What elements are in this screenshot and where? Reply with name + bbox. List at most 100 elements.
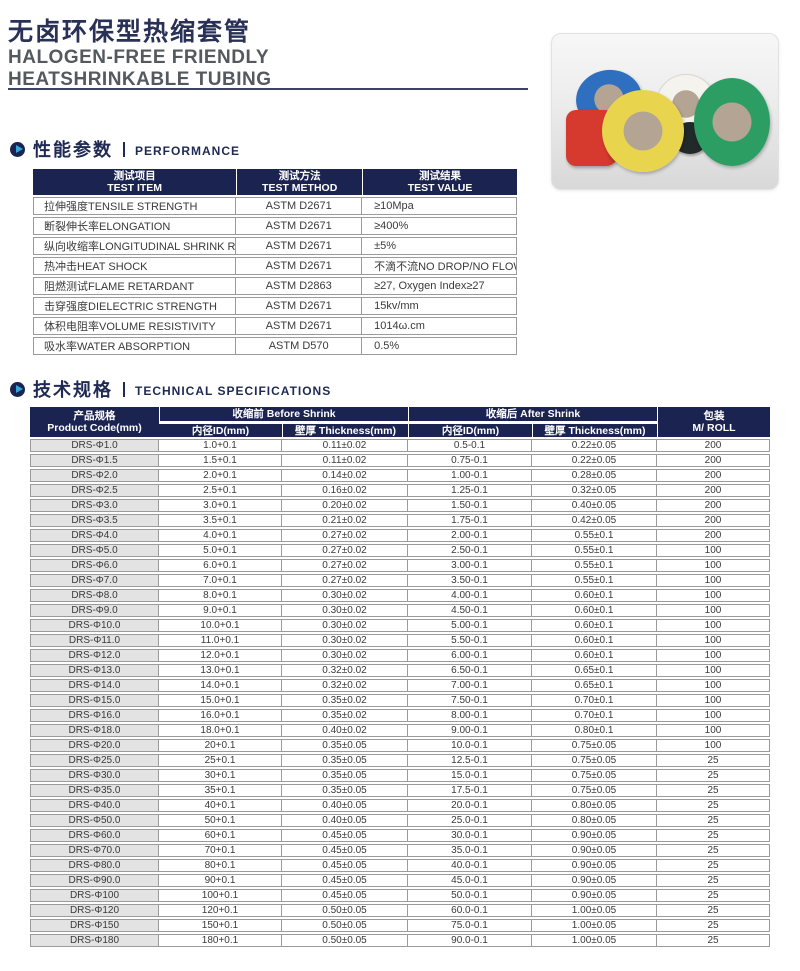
- spec-row: DRS-Φ16.0 16.0+0.1 0.35±0.02 8.00-0.1 0.70±0…: [30, 709, 771, 722]
- spec-row: DRS-Φ6.0 6.0+0.1 0.27±0.02 3.00-0.1 0.55±0.1…: [30, 559, 771, 572]
- performance-cell: 1014ω.cm: [362, 317, 517, 335]
- spec-cell: 35.0-0.1: [408, 844, 532, 857]
- spec-cell: 25: [657, 874, 771, 887]
- col-test-value-cn: 测试结果: [419, 170, 462, 182]
- spec-cell: 40+0.1: [159, 799, 282, 812]
- spec-cell: 25: [657, 904, 771, 917]
- spec-cell: 0.75±0.05: [532, 784, 658, 797]
- spec-row: DRS-Φ1.5 1.5+0.1 0.11±0.02 0.75-0.1 0.22±0.0…: [30, 454, 771, 467]
- performance-row: 阻燃测试FLAME RETARDANT ASTM D2863 ≥27, Oxygen…: [33, 277, 517, 295]
- spec-cell: 0.27±0.02: [282, 559, 408, 572]
- spec-cell: 0.90±0.05: [532, 889, 658, 902]
- spec-cell: 4.0+0.1: [159, 529, 282, 542]
- spec-cell: 0.22±0.05: [532, 439, 658, 452]
- spec-cell: 0.35±0.05: [282, 769, 408, 782]
- spec-cell: DRS-Φ5.0: [30, 544, 159, 557]
- spec-cell: 0.5-0.1: [408, 439, 532, 452]
- spec-cell: 14.0+0.1: [159, 679, 282, 692]
- spec-cell: 0.27±0.02: [282, 529, 408, 542]
- spec-cell: 0.45±0.05: [282, 859, 408, 872]
- performance-cell: 15kv/mm: [362, 297, 517, 315]
- spec-cell: 90+0.1: [159, 874, 282, 887]
- spec-cell: 6.0+0.1: [159, 559, 282, 572]
- spec-cell: 8.00-0.1: [408, 709, 532, 722]
- spec-cell: 200: [657, 499, 771, 512]
- spec-cell: 0.35±0.02: [282, 709, 408, 722]
- spec-cell: 5.00-0.1: [408, 619, 532, 632]
- spec-cell: 18.0+0.1: [159, 724, 282, 737]
- spec-cell: 25: [657, 784, 771, 797]
- spec-cell: 17.5-0.1: [408, 784, 532, 797]
- spec-cell: 0.35±0.02: [282, 694, 408, 707]
- performance-row: 体积电阻率VOLUME RESISTIVITY ASTM D2671 1014ω.c…: [33, 317, 517, 335]
- spec-row: DRS-Φ10.0 10.0+0.1 0.30±0.02 5.00-0.1 0.60±0…: [30, 619, 771, 632]
- spec-cell: 0.32±0.05: [532, 484, 658, 497]
- spec-cell: DRS-Φ15.0: [30, 694, 159, 707]
- performance-cell: ASTM D2671: [236, 217, 363, 235]
- spec-cell: 4.00-0.1: [408, 589, 532, 602]
- spec-row: DRS-Φ90.0 90+0.1 0.45±0.05 45.0-0.1 0.90±0.0…: [30, 874, 771, 887]
- spec-cell: 120+0.1: [159, 904, 282, 917]
- spec-cell: 0.90±0.05: [532, 844, 658, 857]
- tubing-rolls-illustration: [552, 34, 778, 189]
- spec-cell: DRS-Φ7.0: [30, 574, 159, 587]
- spec-cell: 0.90±0.05: [532, 874, 658, 887]
- page-subtitle: HALOGEN-FREE FRIENDLY HEATSHRINKABLE TUB…: [8, 47, 271, 91]
- spec-cell: DRS-Φ8.0: [30, 589, 159, 602]
- spec-cell: 25: [657, 859, 771, 872]
- spec-cell: 100: [657, 574, 771, 587]
- col-test-item-cn: 测试项目: [113, 170, 156, 182]
- spec-row: DRS-Φ70.0 70+0.1 0.45±0.05 35.0-0.1 0.90±0.0…: [30, 844, 771, 857]
- spec-cell: 0.75-0.1: [408, 454, 532, 467]
- spec-row: DRS-Φ1.0 1.0+0.1 0.11±0.02 0.5-0.1 0.22±0.05…: [30, 439, 771, 452]
- spec-cell: 45.0-0.1: [408, 874, 532, 887]
- spec-cell: 50+0.1: [159, 814, 282, 827]
- spec-cell: 1.00±0.05: [532, 904, 658, 917]
- performance-cell: 不滴不流NO DROP/NO FLOW: [362, 257, 517, 275]
- spec-cell: 200: [657, 484, 771, 497]
- spec-cell: 200: [657, 439, 771, 452]
- col-test-item: 测试项目 TEST ITEM: [33, 169, 237, 195]
- spec-cell: 0.70±0.1: [532, 709, 658, 722]
- spec-cell: DRS-Φ2.0: [30, 469, 159, 482]
- spec-cell: 40.0-0.1: [408, 859, 532, 872]
- spec-cell: 0.35±0.05: [282, 784, 408, 797]
- spec-cell: 0.30±0.02: [282, 619, 408, 632]
- spec-cell: 25: [657, 799, 771, 812]
- spec-cell: 16.0+0.1: [159, 709, 282, 722]
- spec-cell: 9.0+0.1: [159, 604, 282, 617]
- spec-cell: 25: [657, 889, 771, 902]
- spec-cell: 3.00-0.1: [408, 559, 532, 572]
- spec-cell: 60.0-0.1: [408, 904, 532, 917]
- spec-cell: 2.50-0.1: [408, 544, 532, 557]
- performance-header-row: 测试项目 TEST ITEM 测试方法 TEST METHOD 测试结果 TES…: [33, 169, 517, 195]
- spec-cell: 0.30±0.02: [282, 634, 408, 647]
- spec-cell: 6.00-0.1: [408, 649, 532, 662]
- spec-cell: 0.60±0.1: [532, 649, 658, 662]
- spec-cell: 0.14±0.02: [282, 469, 408, 482]
- specs-header-group-row: 产品规格 Product Code(mm) 收缩前 Before Shrink …: [30, 407, 771, 437]
- spec-row: DRS-Φ80.0 80+0.1 0.45±0.05 40.0-0.1 0.90±0.0…: [30, 859, 771, 872]
- arrow-bullet-icon: [10, 141, 25, 157]
- spec-cell: DRS-Φ90.0: [30, 874, 159, 887]
- spec-cell: DRS-Φ3.5: [30, 514, 159, 527]
- performance-cell: ASTM D570: [236, 337, 363, 355]
- spec-row: DRS-Φ180 180+0.1 0.50±0.05 90.0-0.1 1.00±0.0…: [30, 934, 771, 947]
- spec-row: DRS-Φ100 100+0.1 0.45±0.05 50.0-0.1 0.90±0.0…: [30, 889, 771, 902]
- spec-cell: DRS-Φ100: [30, 889, 159, 902]
- spec-cell: 0.75±0.05: [532, 754, 658, 767]
- spec-cell: 2.00-0.1: [408, 529, 532, 542]
- spec-cell: 25: [657, 829, 771, 842]
- spec-row: DRS-Φ13.0 13.0+0.1 0.32±0.02 6.50-0.1 0.65±0…: [30, 664, 771, 677]
- spec-cell: 0.35±0.05: [282, 739, 408, 752]
- spec-cell: 0.55±0.1: [532, 529, 658, 542]
- spec-cell: 8.0+0.1: [159, 589, 282, 602]
- spec-cell: DRS-Φ180: [30, 934, 159, 947]
- spec-cell: 0.27±0.02: [282, 544, 408, 557]
- spec-row: DRS-Φ3.5 3.5+0.1 0.21±0.02 1.75-0.1 0.42±0.0…: [30, 514, 771, 527]
- spec-row: DRS-Φ50.0 50+0.1 0.40±0.05 25.0-0.1 0.80±0.0…: [30, 814, 771, 827]
- spec-cell: 0.70±0.1: [532, 694, 658, 707]
- spec-cell: DRS-Φ1.5: [30, 454, 159, 467]
- spec-cell: DRS-Φ12.0: [30, 649, 159, 662]
- spec-cell: 9.00-0.1: [408, 724, 532, 737]
